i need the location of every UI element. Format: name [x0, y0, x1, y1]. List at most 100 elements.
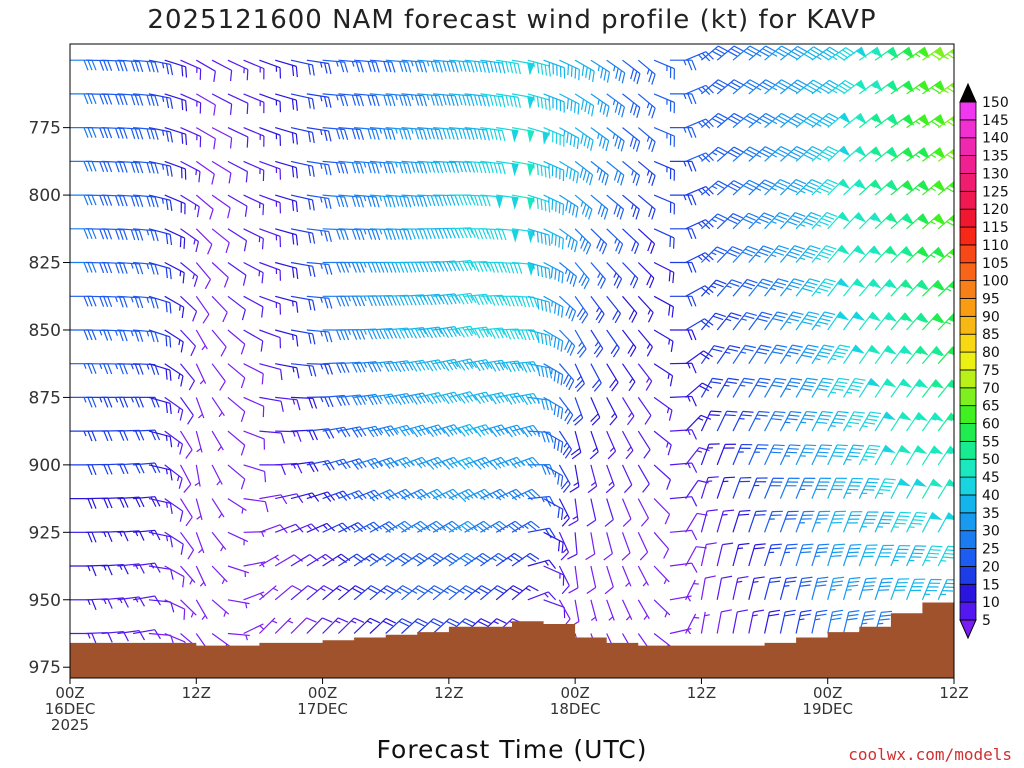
- wind-barb: [180, 599, 197, 618]
- wind-barb: [779, 245, 805, 263]
- wind-barb: [590, 397, 601, 426]
- wind-barb: [937, 379, 954, 398]
- credit-link[interactable]: coolwx.com/models: [848, 745, 1012, 764]
- wind-barb: [716, 279, 743, 297]
- wind-barb: [890, 114, 915, 129]
- wind-barb: [369, 521, 398, 533]
- wind-barb: [732, 146, 760, 162]
- wind-barb: [604, 565, 614, 595]
- wind-barb: [417, 392, 446, 405]
- plot-frame: [69, 43, 955, 679]
- wind-barb: [243, 93, 265, 114]
- wind-barb: [164, 531, 184, 555]
- wind-barb: [937, 280, 954, 297]
- wind-barb: [701, 45, 729, 61]
- wind-barb: [732, 212, 759, 230]
- wind-barb: [275, 493, 304, 504]
- wind-barb: [858, 278, 882, 297]
- wind-barb: [748, 344, 772, 365]
- wind-barb: [290, 59, 315, 76]
- wind-barb: [574, 194, 593, 220]
- wind-barb: [527, 59, 551, 77]
- wind-barb: [180, 194, 200, 218]
- wind-barb: [779, 444, 801, 466]
- wind-barb: [464, 359, 493, 372]
- wind-barb: [496, 424, 525, 438]
- wind-barb: [369, 360, 398, 372]
- wind-barb: [527, 194, 551, 213]
- wind-barb: [211, 329, 227, 357]
- y-tick-label: 950: [29, 591, 61, 611]
- wind-barb: [511, 59, 535, 76]
- wind-barb: [243, 228, 264, 250]
- wind-barb: [700, 345, 725, 365]
- wind-barb: [290, 523, 320, 533]
- wind-barb: [448, 127, 475, 141]
- colorbar-segment: [959, 548, 977, 567]
- wind-barb: [101, 194, 128, 207]
- wind-barb: [748, 212, 775, 230]
- wind-barb: [700, 542, 717, 567]
- wind-barb: [716, 246, 743, 263]
- wind-barb: [480, 585, 508, 601]
- wind-barb: [101, 463, 129, 475]
- wind-barb: [227, 632, 250, 641]
- wind-barb: [827, 410, 849, 432]
- wind-barb: [700, 377, 724, 398]
- wind-barb: [417, 93, 443, 107]
- wind-barb: [764, 576, 782, 600]
- wind-barb: [385, 456, 414, 469]
- wind-barb: [858, 411, 882, 432]
- wind-barb: [606, 59, 626, 84]
- wind-barb: [716, 79, 744, 95]
- wind-barb: [337, 617, 365, 634]
- wind-barb: [322, 362, 350, 374]
- wind-barb: [448, 456, 478, 470]
- wind-barb: [606, 397, 618, 426]
- wind-barb: [211, 363, 226, 391]
- wind-barb: [180, 329, 197, 357]
- wind-barb: [385, 488, 414, 501]
- wind-barb: [480, 488, 509, 501]
- wind-barb: [653, 93, 675, 114]
- wind-barb: [70, 261, 97, 273]
- wind-barb: [180, 565, 196, 585]
- colorbar-label: 50: [982, 452, 1000, 468]
- wind-barb: [622, 329, 637, 358]
- wind-barb: [779, 278, 805, 297]
- colorbar-segment: [959, 405, 977, 424]
- wind-barb: [748, 510, 767, 533]
- wind-barb: [779, 377, 803, 398]
- colorbar-segment: [959, 262, 977, 282]
- wind-barb: [338, 458, 367, 470]
- wind-barb: [101, 127, 128, 139]
- wind-barb: [764, 344, 788, 365]
- wind-barb: [338, 194, 365, 208]
- wind-barb: [527, 127, 550, 145]
- wind-barb: [622, 127, 641, 152]
- wind-barb: [70, 160, 97, 172]
- wind-barb: [827, 112, 851, 129]
- wind-barb: [586, 498, 597, 527]
- wind-barb: [590, 295, 605, 324]
- wind-barb: [795, 377, 818, 398]
- wind-barb: [243, 59, 265, 80]
- wind-barb: [637, 363, 653, 391]
- wind-barb: [700, 575, 716, 600]
- wind-barb: [195, 397, 205, 419]
- wind-barb: [432, 618, 460, 634]
- wind-barb: [543, 228, 564, 250]
- wind-barb: [585, 532, 596, 561]
- wind-barb: [827, 543, 846, 567]
- wind-barb: [764, 477, 784, 499]
- x-tick-label: 00Z: [813, 684, 842, 702]
- colorbar-label: 120: [982, 202, 1009, 218]
- wind-barb: [590, 363, 602, 392]
- x-tick-label: 00Z: [55, 684, 84, 702]
- wind-barb: [101, 93, 128, 106]
- wind-barb: [843, 79, 867, 95]
- wind-barb: [338, 228, 365, 241]
- wind-barb: [637, 295, 654, 323]
- wind-barb: [764, 145, 791, 162]
- wind-barb: [921, 279, 946, 297]
